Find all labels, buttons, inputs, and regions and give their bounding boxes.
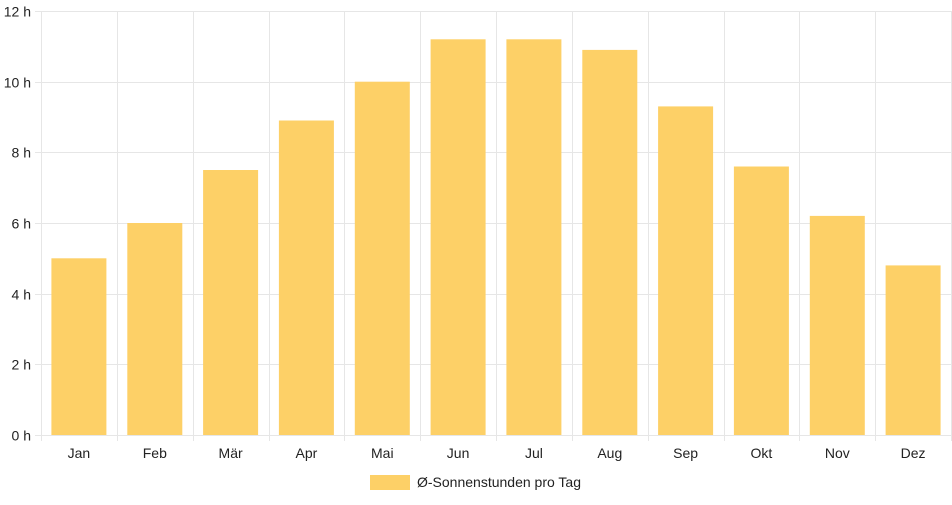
x-tick-label: Feb (143, 445, 167, 461)
bar (809, 215, 865, 435)
bar (51, 258, 107, 435)
x-tick-label: Jul (525, 445, 543, 461)
legend-label: Ø-Sonnenstunden pro Tag (417, 474, 581, 490)
grid-layer (35, 11, 952, 441)
bar (582, 49, 638, 436)
bar (127, 223, 183, 435)
legend[interactable]: Ø-Sonnenstunden pro Tag (370, 474, 581, 490)
x-tick-label: Jan (68, 445, 91, 461)
x-tick-label: Apr (296, 445, 318, 461)
y-tick-label: 6 h (12, 216, 31, 232)
bar (354, 81, 410, 435)
x-tick-label: Dez (901, 445, 926, 461)
axis-layer: 0 h 2 h 4 h 6 h 8 h 10 h 12 h Jan Feb Mär Apr Mai Ju… (4, 4, 926, 462)
bar (278, 120, 334, 435)
y-tick-label: 4 h (12, 287, 31, 303)
x-tick-label: Jun (447, 445, 470, 461)
bar (658, 106, 714, 436)
legend-swatch (370, 475, 410, 490)
y-tick-label: 0 h (12, 428, 31, 444)
x-tick-label: Mär (219, 445, 243, 461)
bar-layer (51, 39, 941, 436)
bar (203, 170, 259, 435)
y-tick-label: 12 h (4, 4, 31, 20)
bar (506, 39, 562, 436)
x-tick-label: Okt (751, 445, 773, 461)
bar (430, 39, 486, 436)
x-tick-label: Aug (597, 445, 622, 461)
y-tick-label: 8 h (12, 145, 31, 161)
x-tick-label: Sep (673, 445, 698, 461)
y-tick-label: 2 h (12, 357, 31, 373)
x-tick-label: Mai (371, 445, 394, 461)
bar (733, 166, 789, 435)
y-tick-label: 10 h (4, 75, 31, 91)
bar (885, 265, 941, 435)
x-tick-label: Nov (825, 445, 850, 461)
